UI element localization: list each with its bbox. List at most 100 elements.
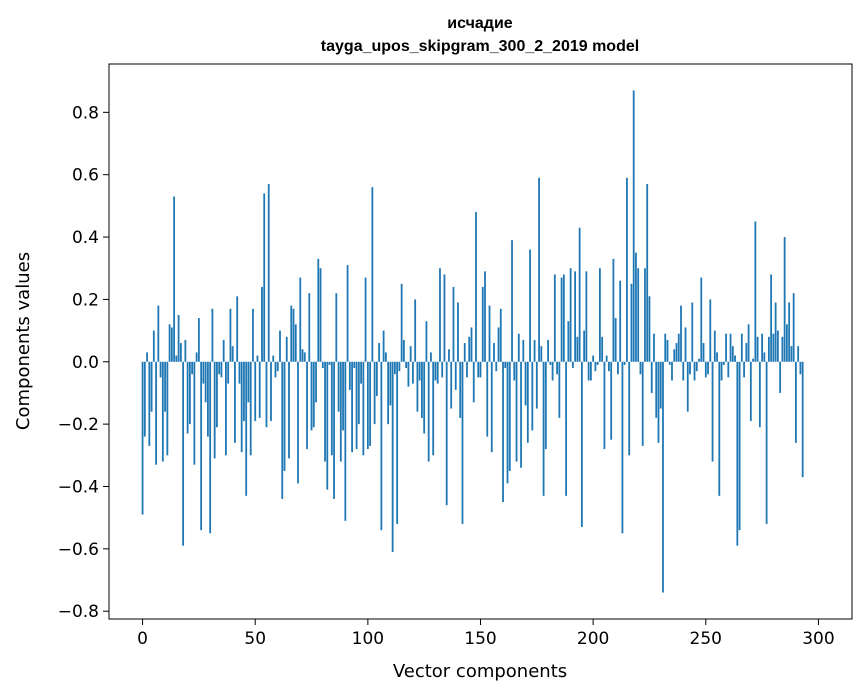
bar: [378, 343, 381, 362]
bar: [481, 286, 484, 362]
bar: [585, 271, 588, 362]
bar: [182, 361, 185, 546]
bar: [700, 277, 703, 362]
bar: [601, 336, 604, 362]
bar: [662, 361, 664, 593]
bar: [565, 361, 568, 496]
y-tick-label: 0.4: [72, 228, 99, 248]
bar: [227, 361, 230, 384]
bar: [671, 361, 673, 381]
bar: [783, 237, 786, 362]
bar: [472, 361, 475, 403]
bar: [218, 361, 221, 375]
bar: [197, 318, 200, 362]
y-tick-label: 0.6: [72, 166, 99, 186]
bar: [141, 361, 144, 515]
bar: [261, 286, 263, 362]
bar: [580, 361, 583, 528]
bar: [574, 271, 577, 362]
bar: [454, 361, 457, 390]
bar: [549, 361, 552, 365]
bar: [567, 321, 570, 362]
bar: [364, 277, 367, 362]
bar: [743, 361, 745, 378]
bar: [179, 343, 182, 362]
bar: [490, 361, 493, 453]
bar: [308, 293, 311, 362]
bar: [596, 361, 599, 365]
bar: [416, 361, 419, 412]
bar: [432, 361, 435, 456]
bar: [466, 361, 468, 378]
bar: [767, 336, 770, 362]
bar: [695, 361, 698, 372]
bar: [711, 361, 714, 462]
x-axis-ticks: 0 50 100 150 200 250 300: [137, 619, 835, 649]
bar: [506, 361, 509, 484]
bar: [384, 352, 387, 362]
bar: [540, 346, 543, 362]
bar: [797, 346, 800, 362]
bar: [704, 361, 707, 378]
bar: [664, 333, 667, 362]
bar: [513, 361, 516, 381]
bar: [770, 274, 773, 362]
bar: [353, 361, 356, 369]
bar: [240, 361, 243, 453]
bar: [788, 302, 791, 362]
bar: [344, 361, 347, 521]
bar: [238, 361, 241, 384]
y-axis-label: Components values: [13, 252, 34, 430]
bar: [148, 361, 151, 446]
bar: [191, 361, 194, 375]
bar: [493, 343, 495, 362]
bar: [279, 330, 281, 362]
bar: [200, 361, 203, 531]
bar: [553, 274, 556, 362]
bar: [184, 339, 187, 362]
bar: [380, 361, 383, 531]
bar: [175, 355, 178, 362]
bar: [319, 268, 322, 362]
bar: [459, 361, 462, 418]
bar: [373, 361, 376, 425]
bar: [403, 339, 405, 362]
bar: [256, 355, 259, 362]
bar: [599, 268, 601, 362]
bar: [195, 352, 198, 362]
bar: [193, 361, 196, 465]
bar: [544, 361, 547, 450]
bar: [589, 361, 592, 381]
bar: [445, 361, 448, 506]
bar: [243, 361, 245, 422]
bar: [245, 361, 248, 496]
bar: [571, 361, 574, 369]
bar: [562, 274, 565, 362]
bar: [781, 336, 784, 362]
bar: [702, 343, 705, 362]
bar: [427, 361, 430, 462]
bar: [150, 361, 153, 412]
x-tick-label: 150: [464, 629, 496, 649]
bar: [680, 305, 682, 362]
bar: [423, 361, 426, 434]
bar: [508, 361, 511, 471]
bar: [792, 293, 795, 362]
bar: [504, 361, 507, 369]
bar: [333, 361, 335, 499]
bar: [668, 361, 671, 365]
bar: [236, 296, 239, 362]
bar: [610, 361, 613, 440]
bar: [725, 333, 727, 362]
bar: [675, 343, 678, 362]
bar: [348, 361, 351, 390]
bar: [542, 361, 545, 496]
bar: [756, 336, 759, 362]
bar: [617, 361, 619, 375]
bar: [164, 361, 166, 412]
bar: [155, 361, 157, 465]
bar: [310, 361, 313, 431]
bar: [362, 361, 365, 456]
bar: [488, 305, 491, 362]
bar: [425, 321, 428, 362]
